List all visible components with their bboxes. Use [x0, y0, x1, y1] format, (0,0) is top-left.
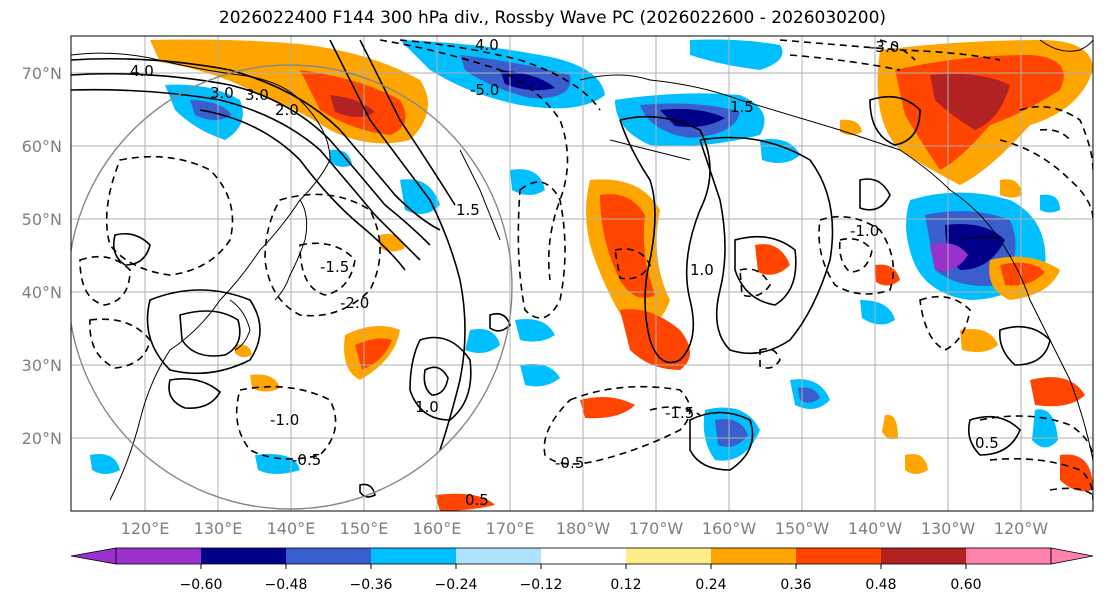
- contour-label: -0.5: [555, 454, 584, 472]
- lon-label: 170°W: [629, 519, 684, 538]
- latitude-axis: 70°N 60°N 50°N 40°N 30°N 20°N: [22, 64, 62, 448]
- colorbar-swatch: [881, 548, 966, 564]
- colorbar-swatch: [966, 548, 1051, 564]
- colorbar-tick: −0.12: [520, 577, 563, 593]
- negative-contours: [79, 39, 1093, 501]
- contour-label: -0.5: [292, 451, 321, 469]
- lat-label: 50°N: [22, 210, 62, 229]
- colorbar-tick: 0.48: [865, 577, 896, 593]
- lat-label: 20°N: [22, 429, 62, 448]
- lat-label: 30°N: [22, 356, 62, 375]
- colorbar-tick: 0.24: [695, 577, 726, 593]
- positive-contours: [71, 39, 1051, 498]
- colorbar-swatch: [711, 548, 796, 564]
- colorbar-min-arrow: [70, 547, 117, 565]
- colorbar: −0.60 −0.48 −0.36 −0.24 −0.12 0.12 0.24 …: [70, 547, 1094, 593]
- lon-label: 170°E: [486, 519, 535, 538]
- contour-label: 3.0: [210, 84, 234, 102]
- colorbar-swatch: [371, 548, 456, 564]
- lat-label: 40°N: [22, 283, 62, 302]
- colorbar-swatch: [456, 548, 541, 564]
- colorbar-swatch: [796, 548, 881, 564]
- colorbar-swatch: [116, 548, 201, 564]
- contour-label: 1.5: [730, 98, 754, 116]
- contour-label: 0.5: [465, 491, 489, 509]
- map-title: 2026022400 F144 300 hPa div., Rossby Wav…: [218, 8, 887, 28]
- lon-label: 160°W: [702, 519, 757, 538]
- lon-label: 130°E: [194, 519, 243, 538]
- lon-label: 180°W: [556, 519, 611, 538]
- colorbar-tick: −0.36: [350, 577, 393, 593]
- colorbar-tick: 0.36: [780, 577, 811, 593]
- contour-labels: 4.0 3.0 2.0 1.5 1.0 0.5 -0.5 -1.0 -1.5 -…: [130, 36, 999, 509]
- colorbar-tick: 0.12: [610, 577, 641, 593]
- contour-label: 1.5: [456, 201, 480, 219]
- colorbar-swatch: [286, 548, 371, 564]
- lon-label: 140°E: [267, 519, 316, 538]
- map-plot-area: 4.0 3.0 2.0 1.5 1.0 0.5 -0.5 -1.0 -1.5 -…: [71, 36, 1093, 511]
- colorbar-swatch: [201, 548, 286, 564]
- colorbar-max-arrow: [1050, 547, 1094, 565]
- colorbar-tick: −0.60: [180, 577, 223, 593]
- colorbar-tick: 0.60: [950, 577, 981, 593]
- lat-label: 60°N: [22, 137, 62, 156]
- lon-label: 130°W: [921, 519, 976, 538]
- colorbar-swatch: [541, 548, 626, 564]
- contour-label: -1.5: [320, 258, 349, 276]
- graticule: [71, 36, 1093, 511]
- colorbar-outline: [115, 547, 1052, 565]
- coastlines: [71, 39, 1093, 501]
- contour-label: 3.0: [245, 86, 269, 104]
- lat-label: 70°N: [22, 64, 62, 83]
- contour-label: -2.0: [340, 294, 369, 312]
- contour-label: -1.5: [665, 404, 694, 422]
- lon-label: 150°E: [340, 519, 389, 538]
- reference-circle: [71, 64, 513, 510]
- colorbar-swatch: [626, 548, 711, 564]
- lon-label: 160°E: [413, 519, 462, 538]
- lon-label: 120°E: [121, 519, 170, 538]
- plot-frame: [70, 35, 1094, 512]
- colorbar-tick: −0.24: [435, 577, 478, 593]
- contour-label: 1.0: [690, 261, 714, 279]
- contour-label: -3.0: [870, 38, 899, 56]
- lon-label: 150°W: [775, 519, 830, 538]
- contour-label: 2.0: [275, 101, 299, 119]
- longitude-axis: 120°E 130°E 140°E 150°E 160°E 170°E 180°…: [121, 519, 1049, 538]
- colorbar-tick: −0.48: [265, 577, 308, 593]
- contour-label: 1.0: [415, 398, 439, 416]
- lon-label: 120°W: [994, 519, 1049, 538]
- divergence-shading: [90, 39, 1093, 511]
- contour-label: 0.5: [975, 434, 999, 452]
- contour-label: -1.0: [270, 411, 299, 429]
- contour-label: 4.0: [130, 62, 154, 80]
- lon-label: 140°W: [848, 519, 903, 538]
- contour-label: 4.0: [475, 36, 499, 54]
- contour-label: -5.0: [470, 81, 499, 99]
- contour-label: -1.0: [850, 222, 879, 240]
